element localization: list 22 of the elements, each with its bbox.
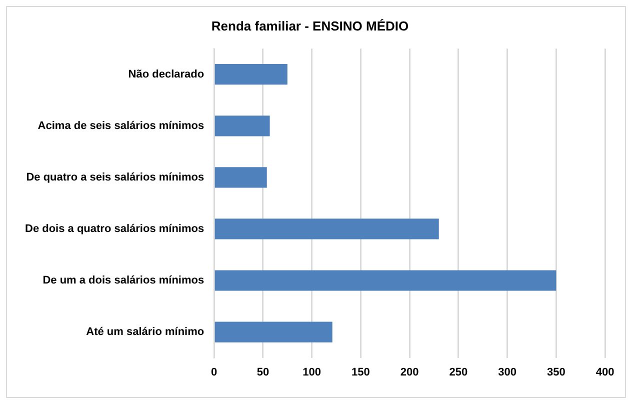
x-tick-label: 200 bbox=[400, 366, 419, 378]
x-tick-label: 250 bbox=[449, 366, 468, 378]
x-tick-label: 50 bbox=[256, 366, 270, 378]
x-tick-label: 350 bbox=[546, 366, 566, 378]
y-tick-label: Acima de seis salários mínimos bbox=[38, 120, 204, 132]
y-tick-label: Não declarado bbox=[128, 68, 204, 80]
x-tick-label: 100 bbox=[302, 366, 322, 378]
x-tick-label: 0 bbox=[211, 366, 218, 378]
bar bbox=[214, 116, 270, 136]
bar bbox=[214, 322, 332, 342]
bar bbox=[214, 64, 288, 85]
y-tick-label: De dois a quatro salários mínimos bbox=[24, 223, 204, 235]
y-tick-label: De um a dois salários mínimos bbox=[42, 274, 204, 287]
chart-title: Renda familiar - ENSINO MÉDIO bbox=[211, 18, 409, 34]
x-tick-label: 300 bbox=[498, 366, 516, 378]
bar bbox=[214, 270, 556, 291]
x-tick-label: 400 bbox=[596, 366, 614, 378]
bar bbox=[214, 167, 267, 188]
bar bbox=[214, 218, 439, 240]
x-tick-label: 150 bbox=[352, 366, 370, 378]
y-tick-label: Até um salário mínimo bbox=[86, 326, 204, 338]
y-tick-label: De quatro a seis salários mínimos bbox=[26, 171, 204, 184]
